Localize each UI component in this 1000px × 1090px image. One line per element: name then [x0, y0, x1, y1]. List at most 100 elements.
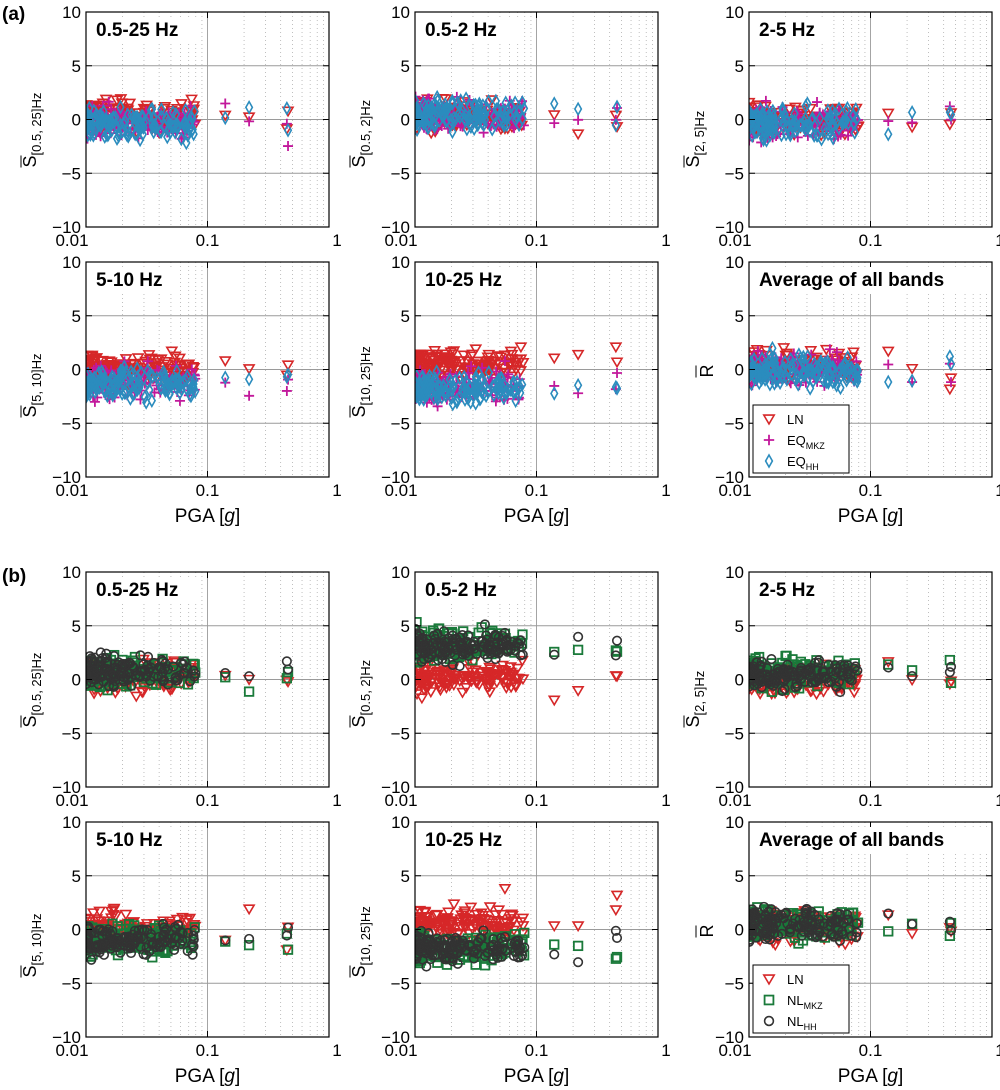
point-nl-hh	[123, 668, 134, 679]
point-nl-hh	[489, 639, 500, 650]
point-ln	[121, 103, 134, 115]
point-eq-hh	[853, 373, 862, 389]
point-eq-hh	[775, 113, 785, 128]
point-eq-hh	[415, 368, 421, 384]
point-eq-hh	[177, 131, 186, 147]
y-axis-label: S[2, 5]Hz	[683, 671, 707, 728]
point-nl-hh	[415, 639, 423, 651]
point-eq-hh	[550, 96, 559, 111]
point-ln	[571, 129, 585, 141]
point-eq-hh	[160, 367, 169, 383]
point-eq-hh	[447, 390, 456, 406]
point-eq-hh	[163, 114, 173, 129]
point-nl-hh	[479, 619, 490, 630]
point-ln	[170, 914, 184, 926]
point-nl-hh	[790, 682, 801, 693]
panel-title: 10-25 Hz	[425, 270, 502, 291]
y-tick-label: −10	[381, 468, 410, 487]
point-ln	[109, 911, 123, 923]
point-eq-hh	[824, 356, 833, 372]
x-axis-label-end: ]	[898, 506, 903, 527]
x-axis-label-main: PGA [	[175, 506, 225, 527]
point-nl-hh	[416, 656, 427, 667]
point-nl-hh	[843, 672, 854, 683]
x-tick-label: 0.01	[384, 481, 417, 500]
point-nl-hh	[762, 674, 773, 686]
point-eq-hh	[478, 115, 487, 131]
panel-title: 0.5-2 Hz	[425, 580, 497, 601]
point-ln	[496, 660, 510, 672]
point-eq-hh	[770, 355, 780, 371]
y-tick-label: −10	[381, 778, 410, 797]
point-nl-mkz	[415, 617, 422, 628]
point-ln	[429, 667, 443, 679]
point-ln	[129, 691, 143, 703]
y-tick-label: 10	[391, 3, 410, 22]
y-tick-label: 5	[401, 307, 410, 326]
point-nl-hh	[768, 680, 779, 691]
point-eq-hh	[798, 365, 807, 381]
point-eq-hh	[432, 364, 441, 379]
point-nl-hh	[809, 657, 820, 668]
point-eq-hh	[140, 389, 150, 405]
point-nl-hh	[188, 665, 199, 676]
point-eq-hh	[766, 118, 775, 133]
point-ln	[168, 351, 182, 363]
y-tick-label: 0	[735, 361, 744, 380]
point-eq-mkz	[549, 118, 560, 129]
point-eq-hh	[826, 367, 835, 382]
point-nl-hh	[749, 667, 756, 678]
data-points	[415, 342, 624, 412]
point-eq-hh	[121, 114, 130, 129]
point-eq-hh	[282, 101, 292, 116]
point-eq-hh	[86, 127, 92, 143]
point-nl-hh	[907, 671, 918, 682]
point-eq-hh	[98, 375, 108, 391]
y-tick-label: 5	[401, 617, 410, 636]
point-ln	[511, 663, 524, 675]
point-eq-hh	[769, 108, 778, 124]
point-ln	[479, 676, 493, 688]
point-nl-hh	[415, 629, 422, 641]
point-eq-hh	[145, 108, 154, 124]
point-eq-hh	[445, 372, 454, 388]
point-eq-hh	[492, 101, 501, 117]
y-tick-label: 0	[401, 671, 410, 690]
point-eq-hh	[775, 375, 785, 391]
point-eq-hh	[836, 380, 845, 396]
point-eq-hh	[454, 97, 464, 113]
point-eq-hh	[417, 370, 426, 386]
y-tick-label: 5	[401, 57, 410, 76]
point-nl-mkz	[476, 622, 487, 633]
point-nl-hh	[777, 686, 788, 697]
point-eq-hh	[90, 125, 99, 141]
point-nl-hh	[461, 636, 473, 647]
point-eq-hh	[470, 383, 480, 399]
point-eq-hh	[760, 122, 769, 138]
title-bg	[755, 17, 831, 44]
point-nl-hh	[429, 630, 440, 641]
point-ln	[86, 354, 95, 366]
y-axis-label: S[0.5, 25]Hz	[20, 93, 44, 168]
x-axis-label-main: PGA [	[504, 506, 554, 527]
point-ln	[845, 352, 859, 364]
point-ln	[447, 346, 461, 358]
point-eq-hh	[189, 372, 199, 388]
point-eq-hh	[100, 129, 109, 144]
point-eq-hh	[465, 380, 475, 396]
point-eq-hh	[97, 374, 106, 390]
point-eq-hh	[834, 121, 844, 136]
x-axis-label-var: g	[887, 506, 898, 527]
point-ln	[881, 346, 895, 358]
point-ln	[176, 912, 189, 924]
point-eq-hh	[106, 117, 115, 133]
point-eq-hh	[164, 377, 173, 393]
point-ln	[415, 352, 425, 363]
point-eq-hh	[120, 385, 129, 401]
point-ln	[516, 674, 530, 686]
point-eq-hh	[142, 394, 151, 410]
point-nl-hh	[440, 656, 451, 668]
